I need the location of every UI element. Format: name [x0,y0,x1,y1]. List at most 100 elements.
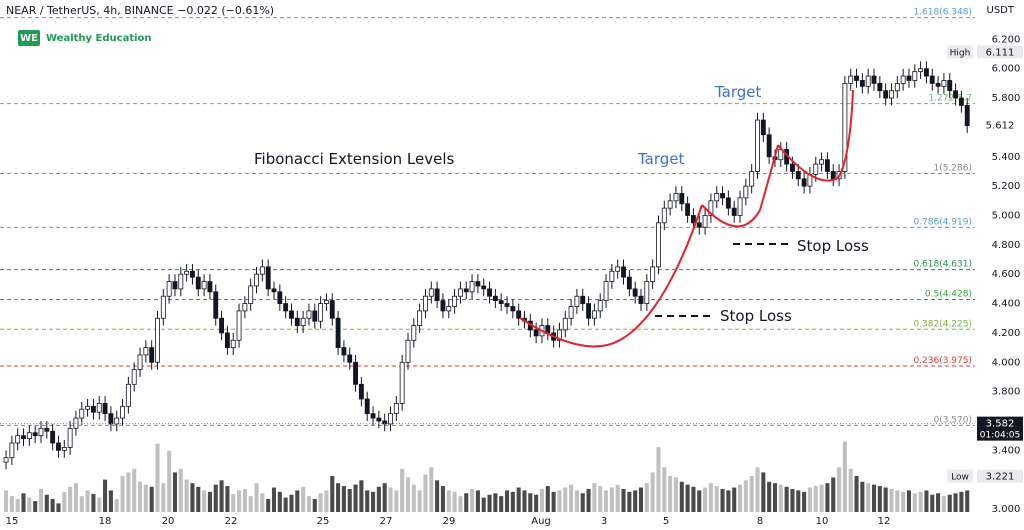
candle-body [120,405,125,419]
candle-body [935,82,941,87]
candle-body [3,457,9,463]
current-price-tag-value: 5.612 [986,121,1015,132]
volume-bar [883,487,888,512]
candle-body [184,270,190,275]
y-tick-label: 5.200 [992,181,1021,192]
candle-body [615,266,621,272]
candle-body [265,266,271,290]
volume-bar [143,484,148,512]
candle-body [795,171,801,180]
volume-bar [510,491,515,512]
cup-curve-3 [777,89,854,182]
volume-bar [563,487,568,512]
volume-bar [569,484,574,512]
volume-bar [936,493,941,512]
candle-body [621,266,626,278]
volume-bar [283,497,288,512]
candle-body [848,75,854,84]
volume-bar [271,487,277,512]
candle-body [842,82,848,172]
candle-body [149,347,155,363]
candle-body [96,402,102,413]
volume-bar [312,499,317,512]
candle-body [632,288,638,297]
candle-body [859,80,865,87]
candle-body [702,215,708,228]
candle-body [900,75,906,84]
volume-bar [172,472,178,512]
candle-body [743,185,749,199]
candle-body [720,193,725,199]
volume-bar [650,472,655,512]
candle-body [492,295,498,302]
volume-bar [825,483,830,512]
volume-bar [615,484,620,512]
candle-body [696,222,702,228]
candle-body [224,332,230,349]
candle-body [504,303,510,307]
y-tick-label: 5.800 [992,93,1021,104]
volume-bar [691,486,696,512]
y-tick-label: 4.200 [992,328,1021,339]
candle-body [137,354,143,371]
volume-bar [295,490,300,512]
volume-bar [499,496,504,512]
volume-bar [248,496,253,512]
candle-body [9,442,15,459]
volume-bar [27,497,32,512]
x-tick-label: 27 [380,516,393,527]
volume-bar [353,484,358,512]
volume-bar [429,467,434,512]
volume-bar [62,491,67,512]
volume-bar [475,490,480,512]
volume-bar [638,487,644,512]
volume-bar [50,499,55,512]
candle-body [947,80,953,92]
brand-name: Wealthy Education [46,32,152,44]
volume-bar [341,486,346,512]
volume-bar [784,486,789,512]
candle-body [452,295,458,307]
volume-bar [242,488,247,512]
x-tick-label: 22 [225,516,238,527]
volume-bar [627,491,632,512]
candle-body [172,281,178,290]
x-tick-label: Aug [531,516,551,527]
volume-bar [155,443,160,512]
volume-bar [289,494,294,512]
cup-curve-1 [519,204,703,348]
volume-bar [837,467,842,512]
volume-bar [580,493,585,512]
candle-body [125,383,131,407]
low-tag-label: Low [951,473,969,483]
candle-body [737,197,743,216]
candle-body [289,310,294,319]
x-tick-label: 25 [317,516,330,527]
fib-level-label: 1.272(5.7 [928,94,972,104]
y-tick-label: 5.400 [992,152,1021,163]
x-tick-label: 15 [6,516,19,527]
volume-bar [108,490,113,512]
volume-bar [912,493,917,512]
candle-body [877,82,883,92]
candle-body [562,317,568,331]
y-tick-label: 6.000 [992,64,1021,75]
fib-level-label: 0.618(4.631) [913,260,972,270]
candle-body [661,207,667,224]
candle-body [626,276,632,290]
volume-bar [534,494,539,512]
candle-body [586,303,592,319]
volume-bar [15,499,20,512]
candle-body [364,398,370,415]
volume-bar [813,486,818,512]
volume-bar [662,467,667,512]
volume-bar [714,486,719,512]
volume-bar [91,494,96,512]
volume-bar [860,481,865,512]
last-price-timer: 01:04:05 [980,431,1020,441]
volume-bar [365,490,370,512]
candle-body [801,178,807,187]
candle-body [545,325,551,334]
volume-bar [114,499,119,512]
high-tag-bg [977,45,1023,59]
